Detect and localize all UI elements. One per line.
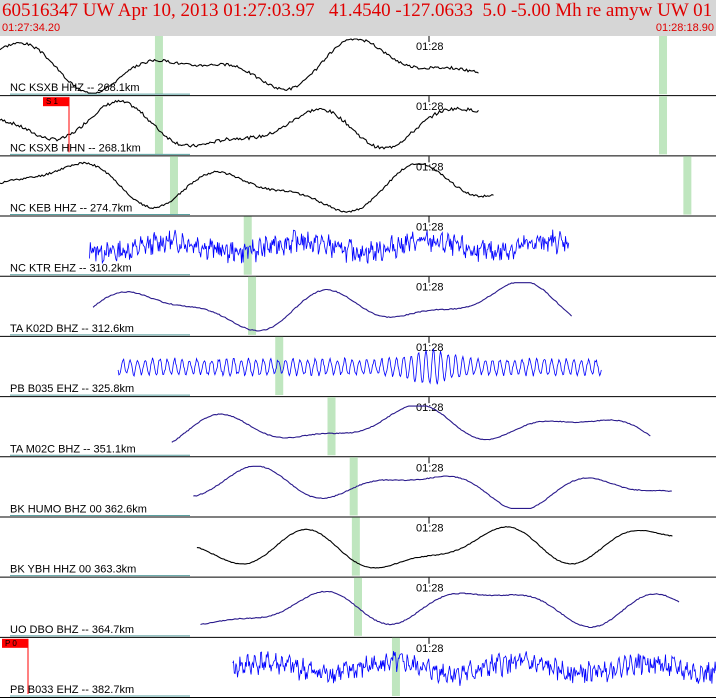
pick-marker[interactable] bbox=[275, 336, 284, 396]
station-label: PB B035 EHZ -- 325.8km bbox=[10, 383, 134, 395]
station-label: PB B033 EHZ -- 382.7km bbox=[10, 684, 134, 696]
pick-marker[interactable] bbox=[391, 637, 400, 696]
station-label: NC KTR EHZ -- 310.2km bbox=[10, 263, 132, 275]
station-label: NC KSXB HHN -- 268.1km bbox=[10, 142, 141, 154]
minute-label: 01:28 bbox=[416, 522, 444, 534]
minute-label: 01:28 bbox=[416, 583, 444, 595]
trace-row[interactable]: 01:28 NC KTR EHZ -- 310.2km bbox=[0, 216, 716, 277]
end-time: 01:28:18.90 bbox=[655, 22, 714, 34]
minute-label: 01:28 bbox=[416, 462, 444, 474]
pick-marker[interactable] bbox=[243, 216, 252, 275]
pick-marker[interactable] bbox=[154, 96, 163, 155]
station-label: NC KSXB HHZ -- 268.1km bbox=[10, 82, 140, 94]
station-label: UO DBO BHZ -- 364.7km bbox=[10, 624, 134, 636]
trace-row[interactable]: 01:28 PB B035 EHZ -- 325.8km bbox=[0, 336, 716, 398]
trace-row[interactable]: 01:28 S 1 NC KSXB HHN -- 268.1km bbox=[0, 96, 716, 157]
waveform bbox=[171, 405, 651, 443]
start-time: 01:27:34.20 bbox=[2, 22, 61, 34]
minute-label: 01:28 bbox=[416, 161, 444, 173]
waveform bbox=[92, 282, 573, 332]
pick-marker[interactable] bbox=[351, 517, 360, 576]
minute-label: 01:28 bbox=[416, 41, 444, 53]
pick-marker[interactable] bbox=[354, 577, 362, 636]
trace-row[interactable]: 01:28 TA K02D BHZ -- 312.6km bbox=[0, 276, 716, 337]
minute-label: 01:28 bbox=[416, 643, 444, 655]
waveform bbox=[0, 161, 494, 213]
event-title: 60516347 UW Apr 10, 2013 01:27:03.97 41.… bbox=[2, 0, 716, 21]
station-label: TA K02D BHZ -- 312.6km bbox=[10, 323, 134, 335]
waveform bbox=[0, 38, 479, 94]
seismogram-panel[interactable]: 01:28 NC KSXB HHZ -- 268.1km 01:28 S 1 NC KS… bbox=[0, 36, 716, 698]
trace-row[interactable]: 01:28 BK HUMO BHZ 00 362.6km bbox=[0, 457, 716, 518]
pick-marker[interactable] bbox=[659, 96, 668, 155]
pick-marker[interactable] bbox=[154, 36, 163, 95]
waveform bbox=[117, 348, 602, 385]
phase-pick-flag[interactable] bbox=[43, 97, 69, 107]
minute-label: 01:28 bbox=[416, 222, 444, 234]
minute-label: 01:28 bbox=[416, 101, 444, 113]
window-header: 60516347 UW Apr 10, 2013 01:27:03.97 41.… bbox=[0, 0, 716, 36]
trace-row[interactable]: 01:28 P 0 PB B033 EHZ -- 382.7km bbox=[0, 637, 716, 698]
station-label: BK HUMO BHZ 00 362.6km bbox=[10, 503, 147, 515]
trace-row[interactable]: 01:28 UO DBO BHZ -- 364.7km bbox=[0, 577, 716, 638]
waveform bbox=[193, 465, 672, 509]
phase-pick-label: P 0 bbox=[5, 639, 17, 648]
pick-marker[interactable] bbox=[349, 457, 358, 516]
station-label: NC KEB HHZ -- 274.7km bbox=[10, 203, 132, 215]
pick-marker[interactable] bbox=[248, 276, 257, 335]
pick-marker[interactable] bbox=[659, 36, 668, 95]
station-label: TA M02C BHZ -- 351.1km bbox=[10, 443, 136, 455]
trace-row[interactable]: 01:28 BK YBH HHZ 00 363.3km bbox=[0, 517, 716, 578]
phase-pick-label: S 1 bbox=[46, 97, 59, 106]
waveform bbox=[232, 651, 716, 686]
pick-marker[interactable] bbox=[327, 397, 336, 456]
waveform bbox=[200, 590, 680, 629]
waveform bbox=[0, 99, 479, 150]
waveform bbox=[196, 526, 673, 569]
minute-label: 01:28 bbox=[416, 342, 444, 354]
minute-label: 01:28 bbox=[416, 282, 444, 294]
waveform bbox=[89, 229, 570, 265]
trace-row[interactable]: 01:28 NC KEB HHZ -- 274.7km bbox=[0, 156, 716, 217]
pick-marker[interactable] bbox=[169, 156, 178, 215]
trace-row[interactable]: 01:28 NC KSXB HHZ -- 268.1km bbox=[0, 36, 716, 97]
pick-marker[interactable] bbox=[683, 156, 692, 215]
phase-pick-flag[interactable] bbox=[2, 638, 28, 648]
station-label: BK YBH HHZ 00 363.3km bbox=[10, 564, 136, 576]
